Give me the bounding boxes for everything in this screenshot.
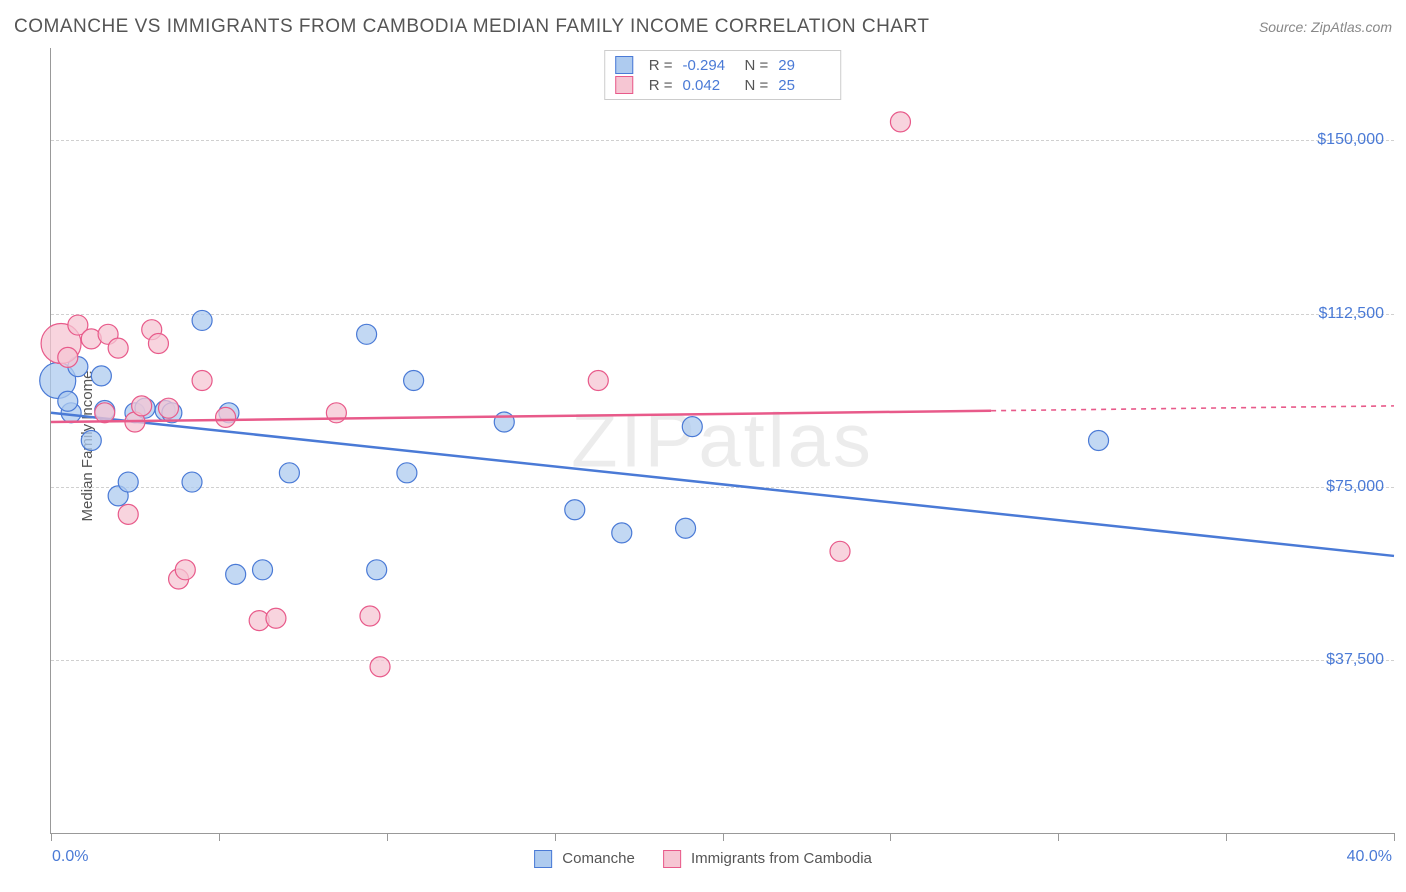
legend-item: Comanche <box>534 850 635 868</box>
trend-line <box>51 413 1394 556</box>
data-point <box>148 334 168 354</box>
data-point <box>192 370 212 390</box>
data-point <box>360 606 380 626</box>
stats-r-label: R = <box>649 77 673 94</box>
stats-r-value: 0.042 <box>683 77 735 94</box>
data-point <box>565 500 585 520</box>
data-point <box>253 560 273 580</box>
data-point <box>266 608 286 628</box>
x-axis-min-label: 0.0% <box>52 848 88 866</box>
data-point <box>58 347 78 367</box>
data-point <box>830 541 850 561</box>
x-tick <box>890 833 891 841</box>
data-point <box>91 366 111 386</box>
chart-svg <box>51 48 1394 833</box>
stats-legend-row: R = -0.294 N = 29 <box>615 55 831 75</box>
plot-area: ZIPatlas R = -0.294 N = 29 R = 0.042 N =… <box>50 48 1394 834</box>
data-point <box>58 391 78 411</box>
data-point <box>890 112 910 132</box>
data-point <box>81 431 101 451</box>
data-point <box>1089 431 1109 451</box>
stats-n-label: N = <box>745 77 769 94</box>
data-point <box>175 560 195 580</box>
x-tick <box>51 833 52 841</box>
data-point <box>357 324 377 344</box>
data-point <box>108 338 128 358</box>
trend-line <box>51 411 991 422</box>
series-legend: Comanche Immigrants from Cambodia <box>534 850 872 868</box>
data-point <box>216 407 236 427</box>
stats-legend: R = -0.294 N = 29 R = 0.042 N = 25 <box>604 50 842 100</box>
data-point <box>682 417 702 437</box>
swatch-icon <box>534 850 552 868</box>
data-point <box>367 560 387 580</box>
stats-n-value: 29 <box>778 57 830 74</box>
legend-label: Immigrants from Cambodia <box>691 850 872 867</box>
swatch-icon <box>615 76 633 94</box>
trend-line-extrapolated <box>991 406 1394 411</box>
data-point <box>676 518 696 538</box>
data-point <box>118 472 138 492</box>
x-tick <box>1226 833 1227 841</box>
page-title: COMANCHE VS IMMIGRANTS FROM CAMBODIA MED… <box>14 16 929 38</box>
x-tick <box>1394 833 1395 841</box>
stats-n-label: N = <box>745 57 769 74</box>
data-point <box>226 564 246 584</box>
data-point <box>370 657 390 677</box>
stats-legend-row: R = 0.042 N = 25 <box>615 75 831 95</box>
stats-r-value: -0.294 <box>683 57 735 74</box>
data-point <box>118 504 138 524</box>
data-point <box>404 370 424 390</box>
data-point <box>588 370 608 390</box>
swatch-icon <box>663 850 681 868</box>
data-point <box>159 398 179 418</box>
x-tick <box>387 833 388 841</box>
swatch-icon <box>615 56 633 74</box>
x-tick <box>555 833 556 841</box>
legend-item: Immigrants from Cambodia <box>663 850 872 868</box>
data-point <box>95 403 115 423</box>
source-label: Source: ZipAtlas.com <box>1259 19 1392 35</box>
x-tick <box>219 833 220 841</box>
data-point <box>397 463 417 483</box>
data-point <box>494 412 514 432</box>
stats-r-label: R = <box>649 57 673 74</box>
data-point <box>182 472 202 492</box>
x-tick <box>1058 833 1059 841</box>
data-point <box>192 310 212 330</box>
legend-label: Comanche <box>562 850 635 867</box>
stats-n-value: 25 <box>778 77 830 94</box>
data-point <box>279 463 299 483</box>
data-point <box>612 523 632 543</box>
x-axis-max-label: 40.0% <box>1347 848 1392 866</box>
x-tick <box>723 833 724 841</box>
data-point <box>132 396 152 416</box>
